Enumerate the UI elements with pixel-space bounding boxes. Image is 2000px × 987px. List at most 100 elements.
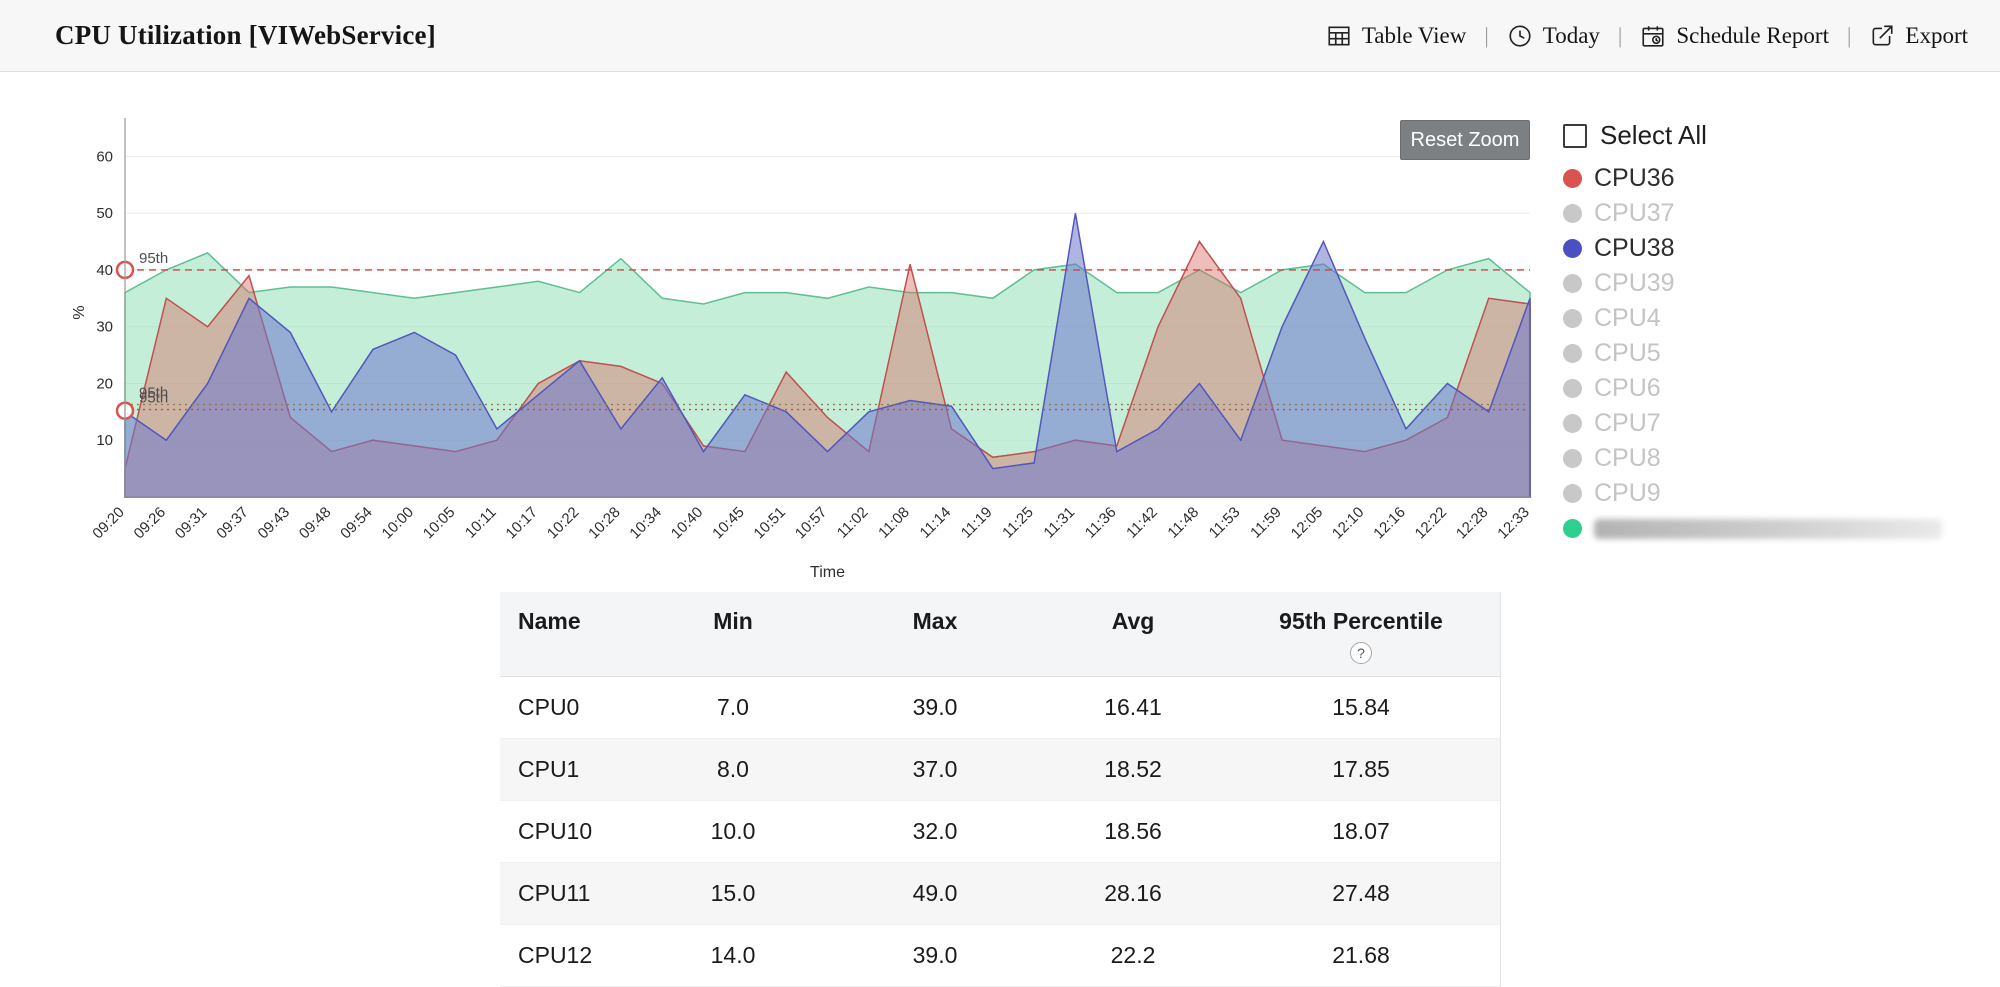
svg-text:30: 30 (96, 319, 113, 336)
legend-panel: Select All CPU36 CPU37 CPU38 CPU39 CPU4 CPU5 C… (1563, 120, 1993, 546)
table-cell: 16.41 (1104, 694, 1162, 720)
legend-color-dot (1563, 344, 1582, 363)
table-cell: 15.0 (710, 880, 756, 906)
svg-text:11:31: 11:31 (1040, 504, 1078, 542)
schedule-report-button[interactable]: Schedule Report (1640, 23, 1829, 49)
page-title: CPU Utilization [VIWebService] (55, 20, 436, 50)
svg-text:09:43: 09:43 (255, 504, 294, 543)
legend-item-CPU7[interactable]: CPU7 (1563, 406, 1993, 441)
legend-label: CPU9 (1594, 479, 1661, 507)
table-cell: 39.0 (912, 942, 958, 968)
stats-table-body: CPU0 7.0 39.0 16.41 15.84 CPU1 8.0 37.0 18.52 17.… (500, 676, 1500, 987)
series-CPU38 (124, 213, 1531, 498)
header: CPU Utilization [VIWebService] Table Vie… (0, 0, 2000, 72)
legend-item-CPU39[interactable]: CPU39 (1563, 266, 1993, 301)
svg-text:11:19: 11:19 (958, 504, 996, 542)
svg-text:09:20: 09:20 (89, 504, 128, 543)
clock-icon (1507, 23, 1533, 49)
legend-label: CPU7 (1594, 409, 1661, 437)
export-button[interactable]: Export (1869, 23, 1968, 49)
svg-text:12:28: 12:28 (1453, 504, 1492, 543)
svg-text:11:48: 11:48 (1164, 504, 1202, 542)
action-label: Today (1542, 22, 1600, 48)
today-button[interactable]: Today (1507, 23, 1600, 49)
svg-text:09:31: 09:31 (172, 504, 211, 543)
separator: | (1617, 22, 1623, 48)
svg-text:11:14: 11:14 (917, 504, 955, 542)
svg-text:10:40: 10:40 (668, 504, 707, 543)
legend-color-dot (1563, 414, 1582, 433)
col-header-name: Name (500, 592, 640, 677)
svg-text:10:17: 10:17 (502, 504, 541, 543)
table-cell: 7.0 (717, 694, 749, 720)
legend-color-dot (1563, 169, 1582, 188)
svg-text:11:08: 11:08 (875, 504, 913, 542)
action-label: Export (1905, 22, 1968, 48)
legend-item-CPU5[interactable]: CPU5 (1563, 336, 1993, 371)
svg-text:10:00: 10:00 (379, 504, 418, 543)
legend-color-dot (1563, 204, 1582, 223)
legend-label: CPU5 (1594, 339, 1661, 367)
svg-text:09:48: 09:48 (296, 504, 335, 543)
select-all-label: Select All (1600, 120, 1707, 150)
svg-text:60: 60 (96, 148, 113, 165)
legend-item-CPU9[interactable]: CPU9 (1563, 476, 1993, 511)
table-cell: CPU0 (518, 694, 580, 720)
stats-table-head: Name Min Max Avg 95th Percentile? (500, 592, 1500, 677)
svg-text:10: 10 (96, 432, 113, 449)
legend-label: CPU37 (1594, 199, 1675, 227)
legend-color-dot (1563, 449, 1582, 468)
table-cell: 49.0 (912, 880, 958, 906)
legend-item-CPU4[interactable]: CPU4 (1563, 301, 1993, 336)
legend-item-CPU6[interactable]: CPU6 (1563, 371, 1993, 406)
table-cell: 28.16 (1104, 880, 1162, 906)
threshold-label: 95th (139, 250, 168, 267)
legend-color-dot (1563, 274, 1582, 293)
chart-area: 10 20 30 40 50 60 95th 95th 95th 09:20 09:26 09:31 0… (70, 100, 1550, 610)
table-cell: 18.56 (1104, 818, 1162, 844)
table-row[interactable]: CPU11 15.0 49.0 28.16 27.48 (500, 862, 1500, 925)
table-row[interactable]: CPU12 14.0 39.0 22.2 21.68 (500, 924, 1500, 987)
stats-table-wrap: Name Min Max Avg 95th Percentile? CPU0 7.0 39.… (500, 592, 1501, 987)
table-header-row: Name Min Max Avg 95th Percentile? (500, 592, 1500, 677)
svg-text:10:05: 10:05 (420, 504, 459, 543)
svg-text:20: 20 (96, 375, 113, 392)
table-row[interactable]: CPU1 8.0 37.0 18.52 17.85 (500, 738, 1500, 801)
table-cell: CPU1 (518, 756, 580, 782)
svg-text:12:16: 12:16 (1370, 504, 1409, 543)
select-all[interactable]: Select All (1563, 120, 1993, 151)
svg-text:40: 40 (96, 262, 113, 279)
table-cell: 27.48 (1332, 880, 1390, 906)
svg-text:10:45: 10:45 (709, 504, 748, 543)
table-row[interactable]: CPU10 10.0 32.0 18.56 18.07 (500, 800, 1500, 863)
export-icon (1869, 23, 1895, 49)
legend-label: CPU36 (1594, 164, 1675, 192)
redacted-label (1594, 518, 1942, 539)
threshold-label: 95th (139, 384, 168, 401)
col-header-95th-percentile: 95th Percentile? (1222, 592, 1500, 677)
legend-item-CPU38[interactable]: CPU38 (1563, 231, 1993, 266)
action-label: Table View (1361, 22, 1467, 48)
legend-item-redacted[interactable] (1563, 511, 1993, 546)
table-cell: 10.0 (710, 818, 756, 844)
legend-item-CPU8[interactable]: CPU8 (1563, 441, 1993, 476)
separator: | (1484, 22, 1489, 48)
select-all-checkbox[interactable] (1563, 123, 1587, 148)
legend-item-CPU37[interactable]: CPU37 (1563, 196, 1993, 231)
table-view-button[interactable]: Table View (1326, 22, 1467, 49)
svg-text:11:36: 11:36 (1082, 504, 1120, 542)
reset-zoom-button[interactable]: Reset Zoom (1400, 120, 1530, 160)
svg-text:12:05: 12:05 (1288, 504, 1327, 543)
table-cell: CPU11 (518, 880, 591, 906)
svg-text:12:10: 12:10 (1329, 504, 1368, 543)
legend-label: CPU39 (1594, 269, 1675, 297)
table-row[interactable]: CPU0 7.0 39.0 16.41 15.84 (500, 676, 1500, 739)
svg-text:10:57: 10:57 (792, 504, 831, 543)
table-cell: 22.2 (1110, 942, 1156, 968)
help-icon[interactable]: ? (1350, 642, 1372, 664)
table-cell: 18.52 (1104, 756, 1162, 782)
legend-item-CPU36[interactable]: CPU36 (1563, 161, 1993, 196)
table-cell: 14.0 (710, 942, 756, 968)
